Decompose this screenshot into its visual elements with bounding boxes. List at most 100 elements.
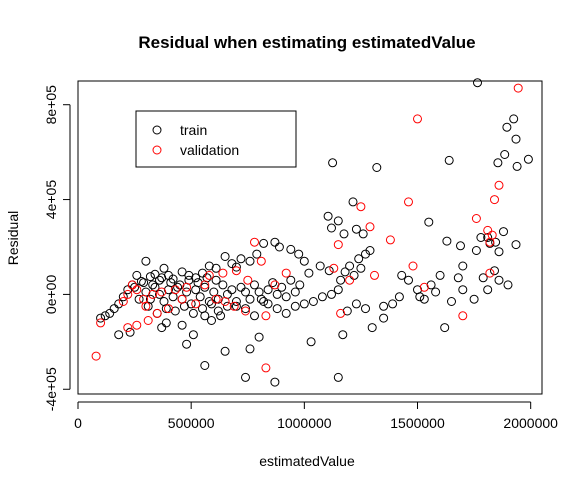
data-point-validation [148, 289, 158, 299]
chart-title: Residual when estimating estimatedValue [138, 33, 475, 52]
data-point-train [177, 267, 187, 277]
data-point-validation [356, 202, 366, 212]
data-point-train [306, 337, 316, 347]
data-point-validation [385, 235, 395, 245]
data-point-train [231, 301, 241, 311]
data-point-train [456, 241, 465, 251]
data-point-train [250, 280, 259, 290]
data-point-train [469, 294, 479, 304]
data-point-train [478, 273, 488, 283]
data-point-train [503, 280, 513, 290]
data-point-train [424, 217, 434, 227]
data-point-train [323, 211, 333, 221]
data-point-validation [485, 268, 495, 278]
data-point-train [494, 247, 504, 257]
data-point-train [118, 292, 128, 302]
data-point-validation [270, 280, 280, 290]
data-points [91, 78, 533, 387]
data-point-train [354, 254, 364, 264]
data-point-validation [261, 363, 271, 373]
x-tick-label: 2000000 [503, 415, 558, 431]
data-point-train [317, 292, 327, 302]
data-point-train [263, 299, 273, 309]
data-point-train [338, 330, 348, 340]
data-point-train [227, 259, 237, 269]
data-point-train [426, 280, 436, 290]
data-point-train [173, 282, 183, 292]
data-point-train [200, 282, 210, 292]
data-point-validation [123, 289, 133, 299]
data-point-train [493, 158, 503, 168]
data-point-train [372, 163, 382, 172]
data-point-train [440, 323, 450, 333]
legend-label-train: train [180, 122, 207, 138]
data-point-train [155, 275, 164, 285]
data-point-validation [143, 316, 153, 325]
data-point-train [114, 330, 124, 340]
data-point-train [379, 313, 389, 323]
data-point-train [114, 299, 124, 309]
data-point-train [286, 275, 296, 285]
data-point-train [139, 278, 149, 288]
data-point-train [304, 268, 314, 278]
data-point-train [339, 229, 349, 239]
data-point-train [458, 261, 468, 271]
data-point-train [161, 318, 171, 328]
data-point-train [159, 263, 169, 273]
data-point-train [511, 240, 521, 250]
data-point-validation [229, 301, 239, 311]
data-point-train [175, 280, 185, 290]
y-tick-label: 8e+05 [43, 85, 59, 125]
data-point-train [476, 233, 486, 242]
data-point-train [191, 273, 201, 283]
data-point-train [254, 332, 264, 342]
data-point-validation [250, 237, 259, 247]
data-point-train [245, 294, 255, 304]
data-point-train [473, 78, 482, 88]
data-point-train [166, 278, 176, 288]
data-point-validation [490, 195, 499, 205]
data-point-validation [127, 280, 137, 290]
data-point-validation [494, 180, 504, 190]
data-point-train [361, 304, 370, 314]
data-point-train [155, 289, 164, 299]
data-point-train [270, 377, 280, 387]
data-point-train [491, 237, 501, 247]
data-point-train [290, 287, 300, 297]
data-point-train [236, 282, 246, 292]
data-point-train [281, 308, 291, 318]
data-point-train [458, 285, 468, 295]
data-point-train [193, 278, 203, 288]
data-point-train [502, 122, 512, 132]
data-point-validation [458, 311, 468, 321]
data-point-train [134, 294, 144, 304]
data-point-train [327, 223, 336, 233]
data-point-validation [182, 282, 192, 292]
data-point-train [241, 304, 250, 314]
data-point-train [281, 292, 291, 302]
data-point-train [218, 280, 228, 290]
data-point-train [231, 297, 241, 306]
data-point-train [236, 254, 246, 264]
data-point-train [198, 304, 207, 314]
data-point-train [274, 242, 284, 252]
data-point-train [222, 301, 232, 311]
legend: train validation [135, 110, 297, 168]
legend-label-validation: validation [180, 142, 239, 158]
data-point-train [308, 297, 318, 306]
data-point-validation [220, 297, 230, 306]
data-point-train [100, 311, 110, 321]
x-tick-label: 1000000 [277, 415, 332, 431]
data-point-validation [123, 323, 133, 333]
data-point-validation [513, 83, 523, 93]
data-point-train [272, 304, 282, 314]
data-point-train [419, 294, 429, 304]
data-point-validation [333, 240, 343, 250]
y-axis: -4e+05 0e+00 4e+05 8e+05 [43, 85, 71, 411]
data-point-train [431, 287, 441, 297]
data-point-train [130, 282, 140, 292]
data-point-train [500, 150, 510, 159]
data-point-train [499, 227, 508, 237]
data-point-train [358, 229, 368, 239]
